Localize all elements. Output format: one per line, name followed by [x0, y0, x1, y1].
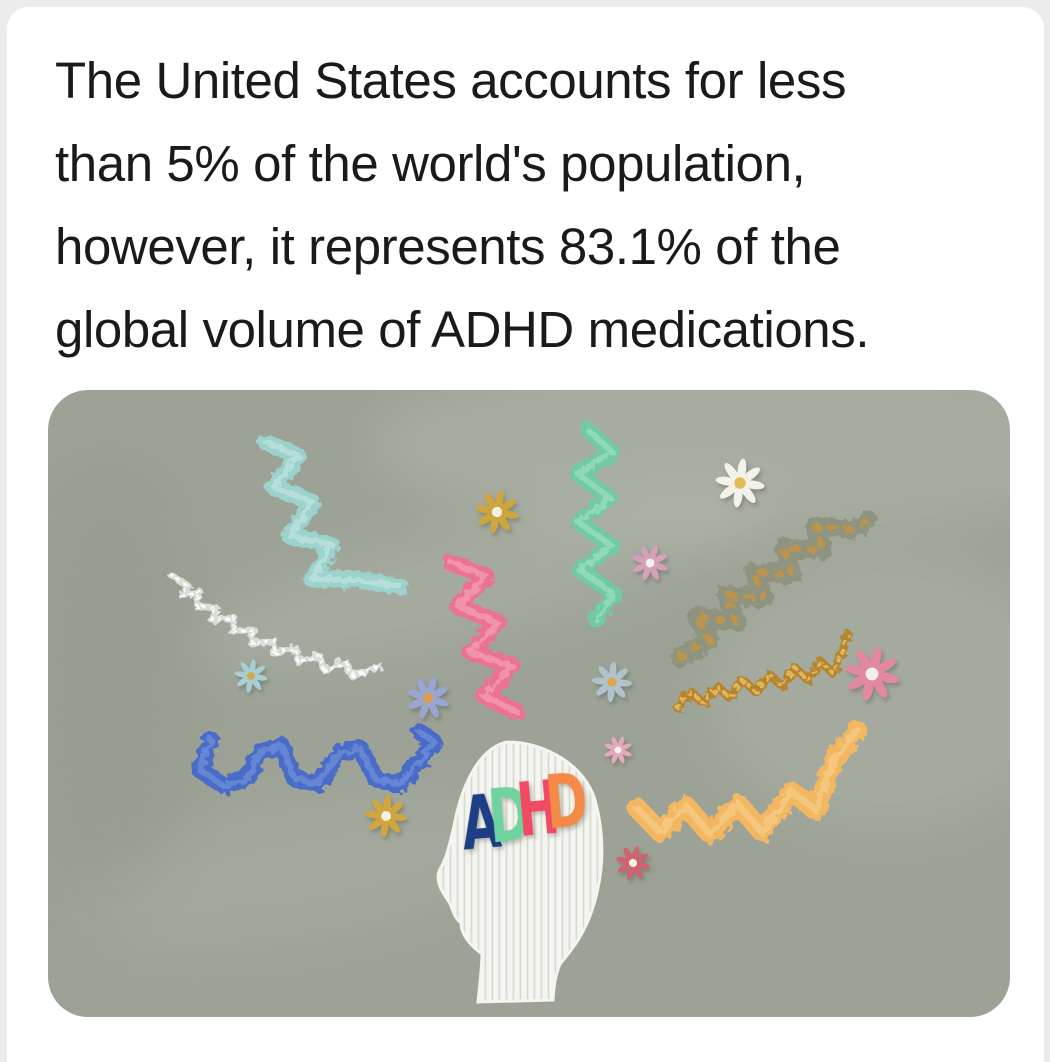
- white-daisy-flower: [712, 455, 768, 511]
- pink-pipe-cleaner: [441, 553, 526, 721]
- lavender-daisy-flower: [400, 670, 456, 726]
- head-silhouette: [436, 740, 604, 1004]
- caption-line: than 5% of the world's population,: [55, 135, 806, 192]
- slate-daisy-flower: [590, 660, 634, 704]
- yellow-pipe-cleaner: [627, 720, 867, 844]
- caption-line: however, it represents 83.1% of the: [55, 218, 841, 275]
- mint-pipe-cleaner: [570, 422, 622, 628]
- post-photo: A D H D: [48, 390, 1010, 1017]
- blue-pipe-cleaner: [191, 723, 443, 795]
- rose-daisy-flower: [838, 640, 906, 708]
- blue-daisy-flower: [231, 656, 271, 696]
- adhd-letters: A D H D: [458, 756, 591, 868]
- letter-a: A: [458, 778, 504, 868]
- yellow-daisy-flower-2: [362, 792, 410, 840]
- silver-pipe-cleaner: [167, 571, 384, 680]
- letter-d: D: [485, 770, 534, 860]
- caption-line: The United States accounts for less: [55, 52, 847, 109]
- letter-d2: D: [542, 756, 591, 846]
- yellow-daisy-flower: [471, 486, 523, 538]
- chalk-streaks: [48, 390, 1010, 951]
- caption: The United States accounts for less than…: [55, 39, 995, 371]
- striped-daisy-flower: [599, 731, 637, 769]
- teal-pipe-cleaner: [257, 433, 409, 595]
- gold-pipe-cleaner: [673, 630, 853, 713]
- caption-line: global volume of ADHD medications.: [55, 301, 870, 358]
- letter-h: H: [513, 764, 562, 854]
- post-card: The United States accounts for less than…: [7, 7, 1044, 1062]
- red-daisy-flower: [611, 841, 655, 885]
- olive-pipe-cleaner: [670, 510, 878, 668]
- pink-daisy-flower: [626, 539, 674, 587]
